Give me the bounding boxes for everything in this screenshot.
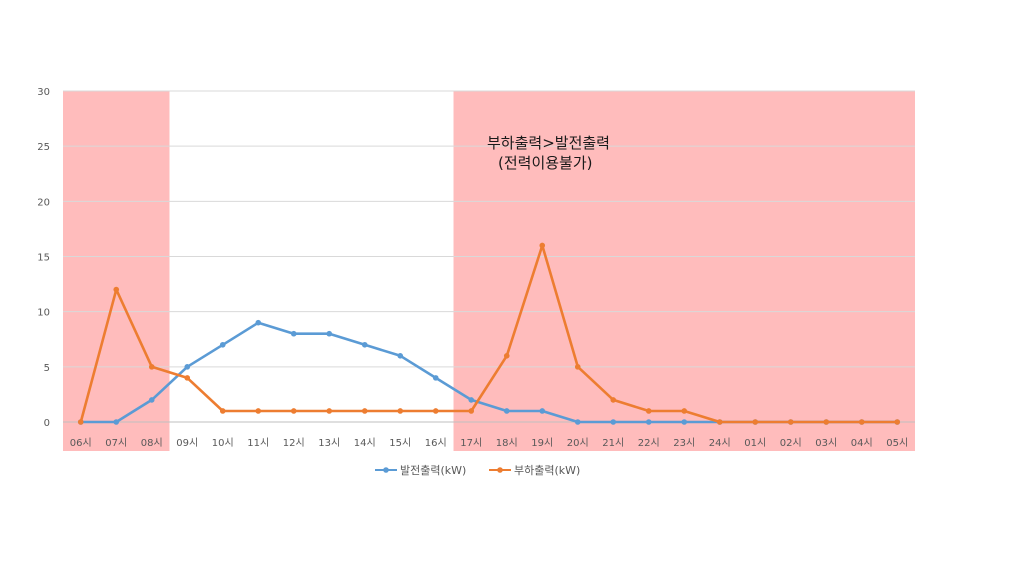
data-point — [148, 364, 155, 370]
x-tick-label: 13시 — [318, 437, 340, 449]
data-point — [681, 408, 688, 414]
data-point — [468, 408, 475, 414]
x-tick-label: 15시 — [389, 437, 411, 449]
data-point — [113, 286, 120, 293]
annotation-line2: (전력이용불가) — [498, 154, 593, 172]
data-point — [574, 419, 581, 425]
y-tick-label: 5 — [44, 363, 50, 374]
x-tick-label: 01시 — [744, 437, 766, 449]
x-tick-label: 09시 — [176, 437, 198, 449]
data-point — [113, 419, 120, 425]
data-point — [77, 419, 84, 425]
data-point — [361, 408, 368, 414]
data-point — [219, 408, 226, 414]
data-point — [290, 408, 297, 414]
data-point — [184, 364, 191, 370]
y-axis-ticks: 0 5 10 15 20 25 30 — [37, 87, 50, 429]
x-tick-label: 06시 — [70, 437, 92, 449]
data-point — [397, 408, 404, 414]
annotation-line1: 부하출력>발전출력 — [487, 134, 610, 152]
data-point — [326, 330, 333, 337]
legend: 발전출력(kW) 부하출력(kW) — [375, 463, 580, 477]
x-tick-label: 16시 — [425, 437, 447, 449]
shaded-regions — [63, 91, 915, 451]
data-point — [894, 419, 901, 425]
data-point — [397, 353, 404, 359]
x-tick-label: 10시 — [212, 437, 234, 449]
x-tick-label: 11시 — [247, 437, 269, 449]
y-tick-label: 25 — [37, 142, 50, 153]
x-tick-label: 14시 — [354, 437, 376, 449]
legend-item-load: 부하출력(kW) — [489, 463, 580, 477]
x-tick-label: 21시 — [602, 437, 624, 449]
data-point — [184, 375, 191, 381]
data-point — [610, 419, 617, 425]
data-point — [255, 408, 262, 414]
data-point — [219, 341, 226, 348]
series-line-1 — [79, 244, 898, 424]
x-axis-ticks: 06시 07시 08시 09시 10시 11시 12시 13시 14시 15시 16시 17시 18시 1… — [70, 437, 908, 449]
data-point — [752, 419, 759, 425]
data-point — [681, 419, 688, 425]
data-point — [574, 364, 581, 370]
data-point — [503, 353, 510, 359]
x-tick-label: 23시 — [673, 437, 695, 449]
x-tick-label: 20시 — [567, 437, 589, 449]
legend-item-generation: 발전출력(kW) — [375, 464, 466, 477]
shaded-region-0 — [63, 91, 170, 451]
data-point — [539, 408, 546, 414]
legend-label-load: 부하출력(kW) — [514, 463, 580, 477]
x-tick-label: 22시 — [638, 437, 660, 449]
data-point — [787, 419, 794, 425]
y-tick-label: 30 — [37, 87, 50, 98]
y-tick-label: 10 — [37, 308, 50, 319]
data-point — [148, 397, 155, 403]
x-tick-label: 24시 — [709, 437, 731, 449]
data-point — [290, 330, 297, 337]
x-tick-label: 18시 — [496, 437, 518, 449]
data-point — [539, 242, 546, 249]
x-tick-label: 08시 — [141, 437, 163, 449]
y-tick-label: 20 — [37, 197, 50, 208]
data-point — [432, 408, 439, 414]
legend-label-generation: 발전출력(kW) — [400, 464, 466, 477]
data-point — [610, 397, 617, 403]
data-point — [361, 341, 368, 348]
data-point — [503, 408, 510, 414]
x-tick-label: 12시 — [283, 437, 305, 449]
x-tick-label: 02시 — [780, 437, 802, 449]
x-tick-label: 07시 — [105, 437, 127, 449]
x-tick-label: 05시 — [886, 437, 908, 449]
data-point — [432, 375, 439, 381]
y-tick-label: 15 — [37, 253, 50, 264]
series-1 — [77, 242, 901, 425]
data-point — [645, 419, 652, 425]
x-tick-label: 03시 — [815, 437, 837, 449]
legend-marker-load — [497, 467, 503, 473]
data-point — [255, 319, 262, 326]
x-tick-label: 17시 — [460, 437, 482, 449]
data-point — [645, 408, 652, 414]
x-tick-label: 19시 — [531, 437, 553, 449]
legend-marker-generation — [383, 467, 389, 473]
data-point — [858, 419, 865, 425]
data-point — [468, 397, 475, 403]
shaded-region-1 — [453, 91, 915, 451]
gridlines — [63, 90, 915, 423]
series-lines — [77, 242, 901, 425]
data-point — [326, 408, 333, 414]
data-point — [716, 419, 723, 425]
data-point — [823, 419, 830, 425]
x-tick-label: 04시 — [851, 437, 873, 449]
y-tick-label: 0 — [44, 418, 50, 429]
